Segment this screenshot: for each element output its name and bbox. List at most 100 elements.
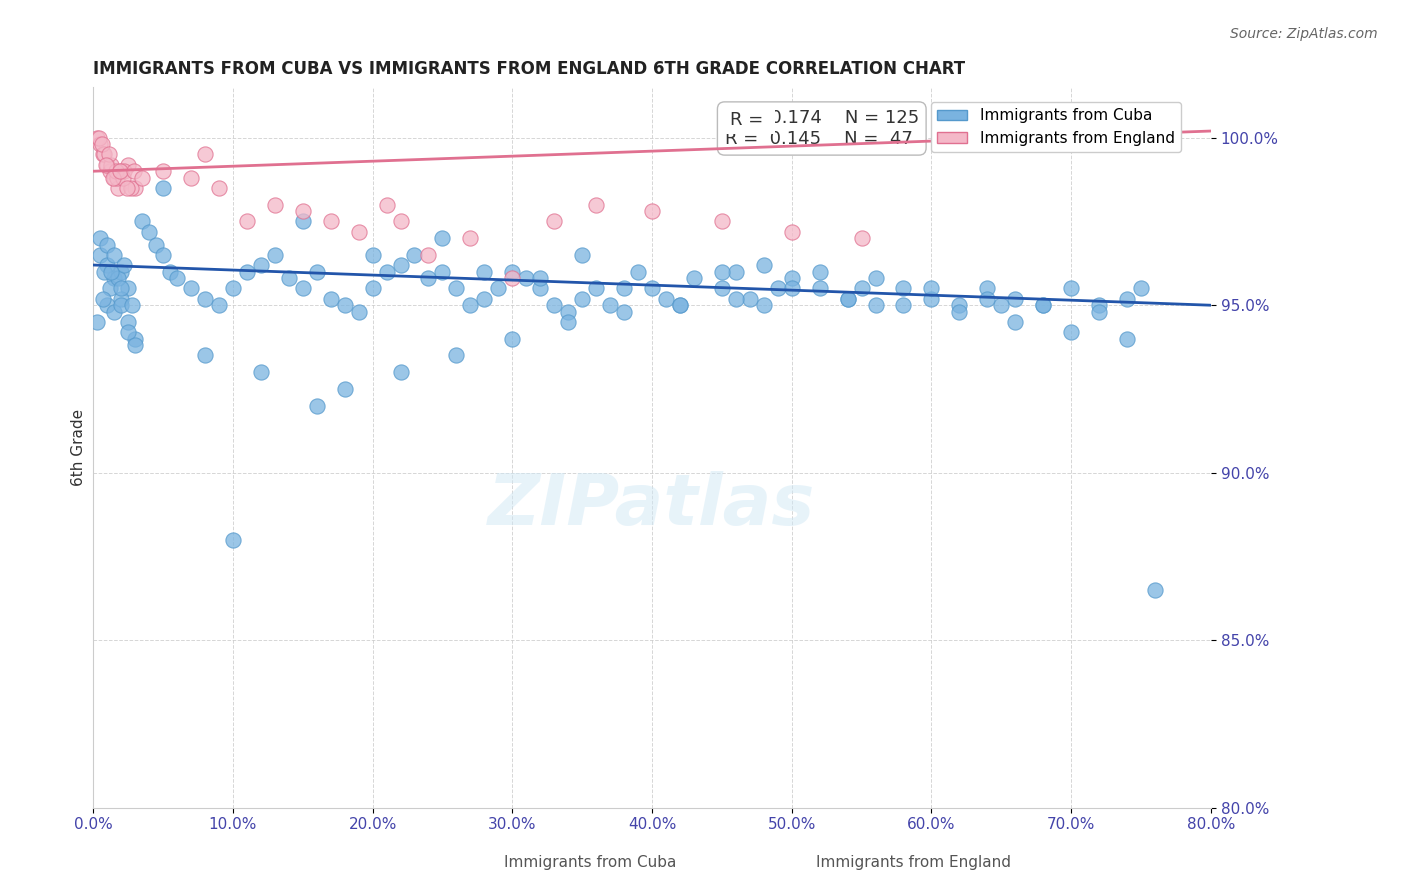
Point [1004, 292, 1026, 306]
Point [91, 147, 114, 161]
Point [641, 281, 664, 295]
Point [501, 271, 523, 285]
Point [780, 281, 803, 295]
Point [110, 265, 132, 279]
Point [93, 147, 115, 161]
Point [641, 204, 664, 219]
Point [837, 292, 859, 306]
Point [115, 181, 138, 195]
Point [446, 281, 468, 295]
Point [291, 214, 314, 228]
Point [501, 265, 523, 279]
Point [250, 365, 273, 379]
Point [432, 265, 454, 279]
Point [91, 292, 114, 306]
Point [361, 248, 384, 262]
Point [347, 305, 370, 319]
Point [865, 271, 887, 285]
Point [501, 332, 523, 346]
Point [724, 292, 747, 306]
Point [655, 292, 678, 306]
Point [305, 265, 328, 279]
Point [263, 198, 285, 212]
Point [1060, 325, 1083, 339]
Point [122, 164, 145, 178]
Text: Immigrants from England: Immigrants from England [817, 855, 1011, 870]
Point [418, 271, 440, 285]
Point [1088, 305, 1111, 319]
Point [990, 298, 1012, 312]
Point [263, 248, 285, 262]
Point [780, 225, 803, 239]
Point [250, 258, 273, 272]
Point [112, 258, 135, 272]
Point [319, 292, 342, 306]
Point [138, 225, 160, 239]
Text: R = -0.174    N = 125
R =  0.145    N =  47: R = -0.174 N = 125 R = 0.145 N = 47 [724, 109, 920, 148]
Point [86, 130, 108, 145]
Point [752, 298, 775, 312]
Point [1032, 298, 1054, 312]
Point [920, 281, 942, 295]
Text: IMMIGRANTS FROM CUBA VS IMMIGRANTS FROM ENGLAND 6TH GRADE CORRELATION CHART: IMMIGRANTS FROM CUBA VS IMMIGRANTS FROM … [93, 60, 966, 78]
Point [110, 281, 132, 295]
Point [145, 238, 167, 252]
Point [208, 298, 231, 312]
Point [893, 281, 915, 295]
Point [780, 271, 803, 285]
Point [851, 281, 873, 295]
Point [557, 305, 579, 319]
Point [361, 281, 384, 295]
Text: Immigrants from Cuba: Immigrants from Cuba [505, 855, 676, 870]
Point [710, 281, 733, 295]
Point [752, 258, 775, 272]
Point [96, 298, 118, 312]
Point [180, 170, 202, 185]
Point [865, 298, 887, 312]
Point [194, 147, 217, 161]
Point [529, 281, 551, 295]
Point [104, 164, 127, 178]
Point [1116, 292, 1139, 306]
Point [472, 292, 495, 306]
Point [120, 181, 142, 195]
Point [222, 533, 245, 547]
Point [222, 281, 245, 295]
Point [738, 292, 761, 306]
Point [432, 231, 454, 245]
Point [152, 164, 174, 178]
Point [194, 349, 217, 363]
Point [117, 315, 139, 329]
Point [110, 164, 132, 178]
Point [1004, 315, 1026, 329]
Text: ZIPatlas: ZIPatlas [488, 471, 815, 540]
Point [347, 225, 370, 239]
Point [89, 248, 111, 262]
Point [683, 271, 706, 285]
Point [976, 292, 998, 306]
Point [107, 271, 129, 285]
Point [277, 271, 299, 285]
Point [710, 214, 733, 228]
Point [100, 157, 122, 171]
Point [100, 265, 122, 279]
Point [117, 325, 139, 339]
Point [121, 298, 143, 312]
Point [236, 214, 259, 228]
Point [124, 338, 146, 352]
Point [152, 248, 174, 262]
Point [1143, 582, 1166, 597]
Point [131, 170, 153, 185]
Point [93, 265, 115, 279]
Point [305, 399, 328, 413]
Point [948, 305, 970, 319]
Point [389, 365, 412, 379]
Point [585, 281, 607, 295]
Point [446, 349, 468, 363]
Point [976, 281, 998, 295]
Point [585, 198, 607, 212]
Point [180, 281, 202, 295]
Point [124, 181, 146, 195]
Point [96, 238, 118, 252]
Point [152, 181, 174, 195]
